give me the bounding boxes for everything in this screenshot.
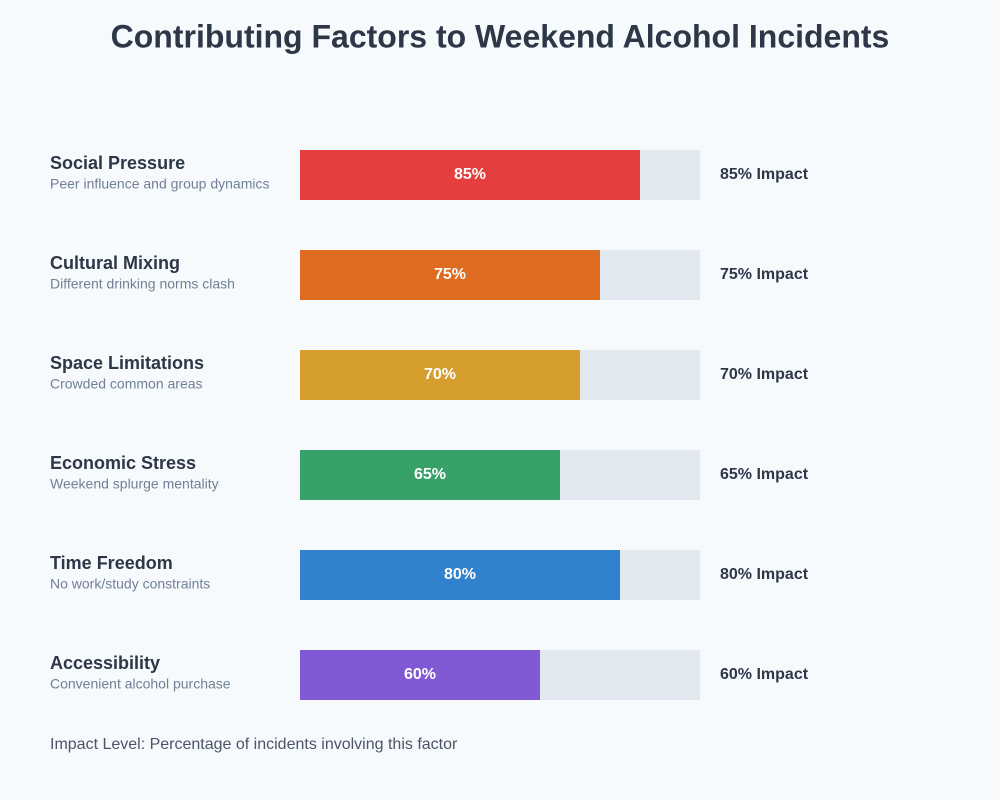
factor-name: Social Pressure: [50, 153, 185, 173]
factor-description: Peer influence and group dynamics: [50, 176, 269, 192]
footnote: Impact Level: Percentage of incidents in…: [50, 736, 458, 753]
factor-description: No work/study constraints: [50, 576, 210, 592]
factor-name: Cultural Mixing: [50, 253, 180, 273]
bar: [300, 350, 580, 400]
factor-description: Crowded common areas: [50, 376, 203, 392]
impact-label: 85% Impact: [720, 166, 809, 183]
bar-value-label: 80%: [444, 566, 476, 583]
bar: [300, 150, 640, 200]
factor-description: Convenient alcohol purchase: [50, 676, 231, 692]
bar: [300, 550, 620, 600]
impact-label: 70% Impact: [720, 366, 809, 383]
bar: [300, 450, 560, 500]
impact-label: 60% Impact: [720, 666, 809, 683]
impact-label: 65% Impact: [720, 466, 809, 483]
impact-label: 80% Impact: [720, 566, 809, 583]
factor-name: Space Limitations: [50, 353, 204, 373]
factor-description: Weekend splurge mentality: [50, 476, 219, 492]
bar-value-label: 85%: [454, 166, 486, 183]
factor-name: Time Freedom: [50, 553, 173, 573]
bar-value-label: 70%: [424, 366, 456, 383]
bar-value-label: 60%: [404, 666, 436, 683]
impact-label: 75% Impact: [720, 266, 809, 283]
bar: [300, 250, 600, 300]
bar-value-label: 75%: [434, 266, 466, 283]
factor-name: Economic Stress: [50, 453, 196, 473]
factor-name: Accessibility: [50, 653, 160, 673]
factor-description: Different drinking norms clash: [50, 276, 235, 292]
chart-title: Contributing Factors to Weekend Alcohol …: [111, 18, 890, 54]
bar-value-label: 65%: [414, 466, 446, 483]
bar: [300, 650, 540, 700]
